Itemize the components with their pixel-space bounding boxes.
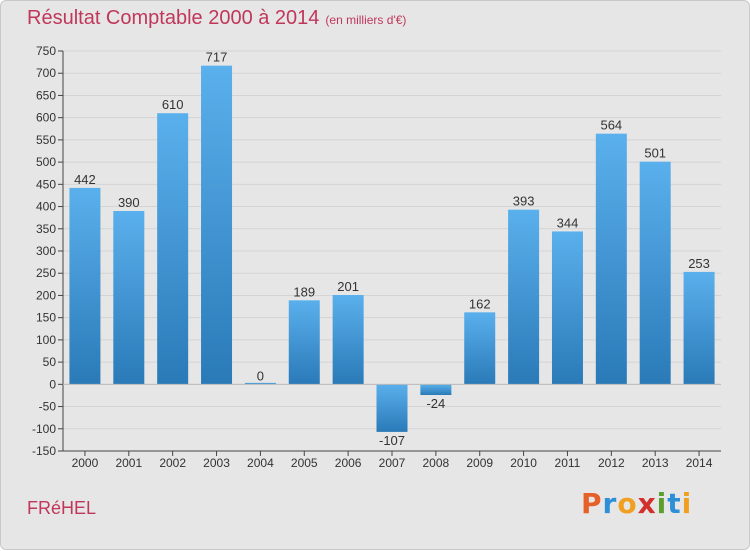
y-tick-label: 250 bbox=[36, 266, 56, 280]
logo-letter: r bbox=[602, 487, 618, 520]
x-tick-label: 2001 bbox=[115, 456, 142, 470]
y-tick-label: 100 bbox=[36, 333, 56, 347]
x-tick-label: 2013 bbox=[642, 456, 669, 470]
data-label: 564 bbox=[600, 118, 622, 133]
data-label: -24 bbox=[426, 396, 445, 411]
logo-letter: i bbox=[681, 487, 693, 520]
y-tick-label: 150 bbox=[36, 311, 56, 325]
x-tick-label: 2009 bbox=[466, 456, 493, 470]
logo-letter: i bbox=[656, 487, 668, 520]
x-tick-label: 2004 bbox=[247, 456, 274, 470]
data-label: 189 bbox=[293, 284, 315, 299]
y-tick-label: -150 bbox=[32, 444, 56, 458]
town-name: FRéHEL bbox=[27, 498, 97, 518]
y-tick-label: 50 bbox=[43, 355, 57, 369]
y-tick-label: 550 bbox=[36, 133, 56, 147]
y-tick-label: -100 bbox=[32, 422, 56, 436]
x-tick-label: 2000 bbox=[72, 456, 99, 470]
data-label: 442 bbox=[74, 172, 96, 187]
data-label: 393 bbox=[513, 194, 535, 209]
y-tick-label: 600 bbox=[36, 111, 56, 125]
bar bbox=[639, 161, 671, 385]
x-tick-label: 2014 bbox=[686, 456, 713, 470]
y-tick-label: 200 bbox=[36, 288, 56, 302]
data-label: 0 bbox=[257, 368, 264, 383]
bar bbox=[157, 113, 189, 385]
y-tick-label: 400 bbox=[36, 200, 56, 214]
data-label: 717 bbox=[206, 50, 228, 65]
y-tick-label: 700 bbox=[36, 66, 56, 80]
x-tick-label: 2010 bbox=[510, 456, 537, 470]
data-label: 253 bbox=[688, 256, 710, 271]
y-tick-label: 350 bbox=[36, 222, 56, 236]
data-label: 390 bbox=[118, 195, 140, 210]
proxiti-logo: Proxiti bbox=[581, 487, 692, 520]
bar bbox=[551, 231, 583, 385]
bar bbox=[420, 384, 452, 395]
title-text: Résultat Comptable 2000 à 2014 bbox=[27, 7, 320, 29]
bar bbox=[464, 312, 496, 385]
data-label: 344 bbox=[557, 215, 579, 230]
logo-letter: P bbox=[581, 487, 603, 520]
data-label: 610 bbox=[162, 97, 184, 112]
bar bbox=[683, 271, 715, 385]
bar bbox=[113, 211, 145, 385]
y-tick-label: 500 bbox=[36, 155, 56, 169]
x-tick-label: 2007 bbox=[379, 456, 406, 470]
bar bbox=[376, 384, 408, 432]
data-label: -107 bbox=[379, 433, 405, 448]
y-tick-label: 0 bbox=[49, 377, 56, 391]
bar bbox=[595, 133, 627, 385]
bar bbox=[201, 65, 233, 385]
bar bbox=[508, 209, 540, 385]
bar bbox=[69, 187, 101, 385]
x-tick-label: 2005 bbox=[291, 456, 318, 470]
y-tick-label: 300 bbox=[36, 244, 56, 258]
data-label: 501 bbox=[644, 146, 666, 161]
bar bbox=[244, 382, 276, 385]
x-tick-label: 2003 bbox=[203, 456, 230, 470]
x-tick-label: 2012 bbox=[598, 456, 625, 470]
bar bbox=[332, 295, 364, 385]
y-tick-label: -50 bbox=[39, 400, 57, 414]
x-tick-label: 2002 bbox=[159, 456, 186, 470]
y-tick-label: 750 bbox=[36, 44, 56, 58]
y-tick-label: 650 bbox=[36, 88, 56, 102]
subtitle-text: (en milliers d'€) bbox=[325, 13, 407, 27]
data-label: 162 bbox=[469, 296, 491, 311]
logo-letter: o bbox=[617, 487, 638, 520]
x-tick-label: 2006 bbox=[335, 456, 362, 470]
data-label: 201 bbox=[337, 279, 359, 294]
logo-letter: x bbox=[637, 487, 657, 520]
x-tick-label: 2008 bbox=[423, 456, 450, 470]
x-tick-label: 2011 bbox=[555, 456, 581, 470]
y-tick-label: 450 bbox=[36, 177, 56, 191]
logo-letter: t bbox=[667, 487, 682, 520]
chart-title: Résultat Comptable 2000 à 2014 (en millie… bbox=[27, 7, 406, 30]
bar bbox=[288, 300, 320, 385]
